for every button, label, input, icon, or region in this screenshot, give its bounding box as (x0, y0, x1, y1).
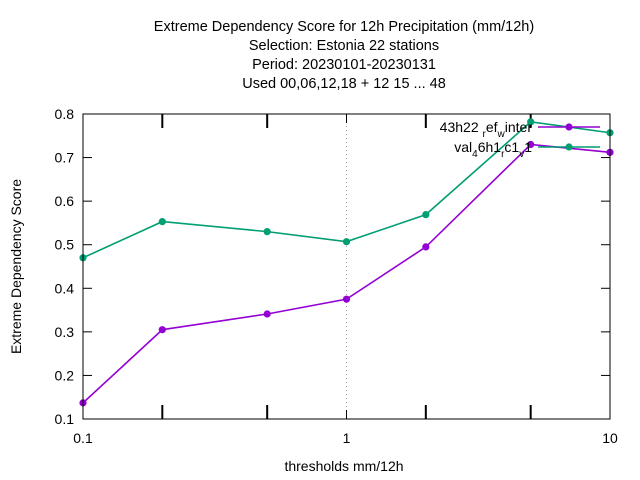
y-tick-label: 0.2 (55, 367, 75, 383)
chart-title-line-2: Selection: Estonia 22 stations (249, 38, 439, 54)
series-line-1 (82, 143, 611, 404)
x-tick-label: 0.1 (73, 430, 93, 446)
series-1 (79, 140, 614, 407)
legend-label-part: r (501, 149, 505, 160)
series-layer (79, 118, 614, 407)
data-point (263, 228, 271, 236)
legend-label-part: inter (505, 119, 533, 135)
data-point (422, 243, 430, 251)
legend-sample-marker-2 (565, 143, 573, 151)
legend-label-part: ef (486, 119, 498, 135)
legend-label-part: r (483, 129, 487, 140)
y-tick-label: 0.7 (55, 150, 75, 166)
legend-label-2: val46h1rc1v1 (454, 139, 532, 160)
legend-label-part: c1 (504, 139, 519, 155)
data-point (158, 326, 166, 334)
y-tick-label: 0.8 (55, 106, 75, 122)
legend-label-part: 1 (524, 139, 532, 155)
y-axis-label: Extreme Dependency Score (8, 179, 24, 354)
chart-title-block: Extreme Dependency Score for 12h Precipi… (154, 19, 534, 92)
axis-ticks: 0.1 0.2 0.3 0.4 0.5 0.6 0.7 0.8 0.1 1 10 (55, 106, 618, 446)
data-point (158, 218, 166, 226)
data-point (342, 295, 351, 303)
series-2 (79, 118, 614, 262)
legend-label-1: 43h22 refwinter (440, 119, 533, 140)
data-point (263, 310, 271, 318)
y-tick-label: 0.1 (55, 411, 75, 427)
data-point (527, 140, 535, 149)
legend-label-part: w (497, 129, 506, 140)
y-tick-label: 0.3 (55, 324, 75, 340)
chart-title-line-4: Used 00,06,12,18 + 12 15 ... 48 (242, 76, 446, 92)
x-tick-label: 10 (602, 430, 618, 446)
chart-title-line-1: Extreme Dependency Score for 12h Precipi… (154, 19, 534, 35)
plot-frame (82, 113, 611, 420)
chart-title-line-3: Period: 20230101-20230131 (252, 57, 436, 73)
legend-label-part: 4 (472, 149, 478, 160)
x-tick-label: 1 (343, 430, 351, 446)
y-tick-label: 0.6 (55, 193, 75, 209)
y-tick-label: 0.5 (55, 237, 75, 253)
data-point (422, 211, 430, 219)
axis-labels: thresholds mm/12h Extreme Dependency Scor… (8, 179, 404, 474)
legend-label-part: 43h22 (440, 119, 483, 135)
x-axis-label: thresholds mm/12h (284, 458, 403, 474)
data-point (527, 118, 535, 126)
legend-sample-marker-1 (565, 123, 573, 131)
legend-label-part: v (519, 149, 524, 160)
legend-label-part: 6h1 (478, 139, 502, 155)
legend-label-part: val (454, 139, 472, 155)
data-point (342, 238, 351, 246)
y-tick-label: 0.4 (55, 280, 75, 296)
